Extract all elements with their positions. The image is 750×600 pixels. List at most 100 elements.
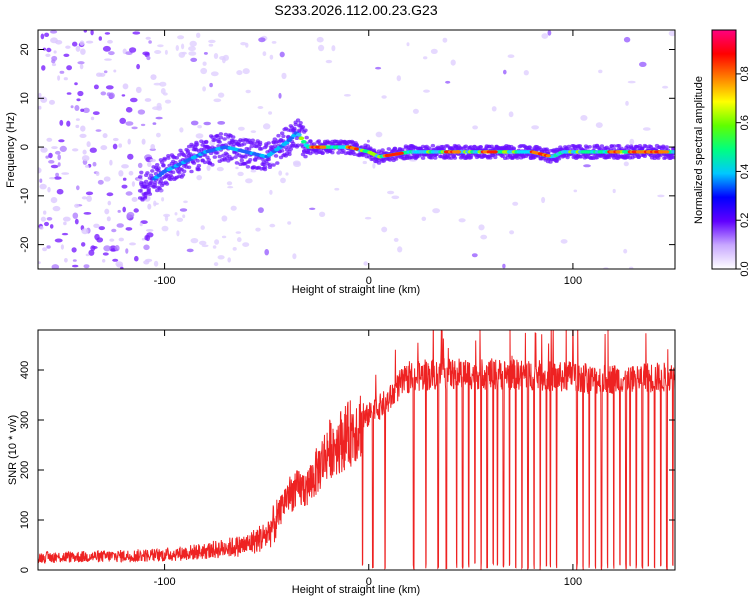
y-tick-label: 0 [19,567,31,573]
noise-blob [108,92,115,99]
ridge-outer [565,155,570,160]
noise-blob [149,158,156,163]
noise-blob [57,154,61,161]
noise-blob [208,43,214,47]
noise-blob [63,77,68,81]
noise-blob [412,108,419,114]
ridge-peak [354,147,359,151]
ridge-outer [233,155,238,159]
noise-blob [77,90,84,97]
noise-blob [213,98,222,103]
noise-blob [396,75,401,82]
noise-blob [200,67,208,75]
y-tick-label: 10 [19,92,31,104]
noise-blob [72,259,77,262]
noise-blob [92,111,100,115]
ridge-outer [144,179,149,184]
noise-blob [278,92,282,99]
noise-blob [287,221,292,225]
noise-blob [242,242,250,248]
noise-blob [72,41,78,47]
noise-blob [83,212,92,215]
figure-title: S233.2026.112.00.23.G23 [274,2,437,18]
noise-blob [154,202,159,205]
ridge-outer [304,135,309,140]
ridge-outer [295,118,301,122]
noise-blob [491,106,497,112]
noise-blob [212,245,217,249]
ridge-outer [292,128,297,132]
noise-blob [65,45,71,49]
noise-blob [217,92,225,98]
noise-blob [242,68,250,75]
noise-blob [502,263,506,269]
noise-blob [51,59,56,64]
ridge-outer [376,161,382,165]
noise-blob [541,196,546,204]
ridge-outer [543,156,548,161]
ridge-outer [148,180,154,185]
noise-blob [235,231,241,234]
ridge-outer [259,147,264,151]
noise-blob [72,264,79,268]
noise-blob [143,260,150,265]
noise-blob [580,115,588,121]
noise-blob [102,45,111,52]
noise-blob [103,245,111,252]
noise-blob [381,95,387,99]
snr-panel: -100 0 100 0 100 200 300 400 Height of straight… [7,329,676,596]
y-tick-label: 0 [19,144,31,150]
ridge-outer [215,151,220,155]
ridge-outer [578,154,584,159]
noise-blob [269,223,276,228]
y-tick-label: -10 [19,188,31,204]
snr-series-line [38,330,675,570]
noise-blob [93,223,100,228]
noise-blob [125,227,133,231]
noise-blob [156,132,161,138]
noise-blob [146,55,151,61]
colorbar: 0.0 0.2 0.4 0.6 0.8 Normalized spectral ampl… [693,29,750,277]
snr-frame [37,329,676,571]
noise-blob [122,206,126,213]
ridge-outer [145,171,150,175]
noise-blob [196,32,201,38]
noise-blob [131,197,138,202]
noise-blob [472,125,478,130]
ridge-outer [368,146,373,150]
ridge-outer [218,135,224,140]
ridge-peak [456,150,462,154]
noise-blob [325,59,333,64]
noise-blob [196,175,202,181]
noise-blob [146,232,154,238]
noise-blob [74,82,78,86]
noise-blob [66,65,72,71]
noise-blob [91,246,98,249]
ridge-outer [275,161,280,165]
noise-blob [257,106,264,109]
noise-blob [44,221,49,227]
noise-blob [245,178,253,184]
ridge-outer [308,139,313,144]
noise-blob [113,69,117,73]
ridge-outer [441,146,447,151]
noise-blob [623,36,631,43]
noise-blob [100,145,108,151]
colorbar-gradient [711,29,737,270]
noise-blob [176,217,184,222]
noise-blob [161,197,165,202]
noise-blob [343,94,351,97]
noise-blob [90,30,94,36]
ridge-outer [330,150,335,155]
noise-blob [375,66,382,70]
noise-blob [188,51,197,56]
spectrogram-marks [38,30,675,269]
ridge-outer [196,163,202,168]
ridge-outer [672,155,675,160]
noise-blob [135,86,142,94]
noise-blob [104,208,110,215]
noise-blob [150,74,157,80]
ridge-outer [156,166,161,170]
snr-axes: -100 0 100 0 100 200 300 400 [19,330,675,588]
ridge-outer [599,144,605,148]
